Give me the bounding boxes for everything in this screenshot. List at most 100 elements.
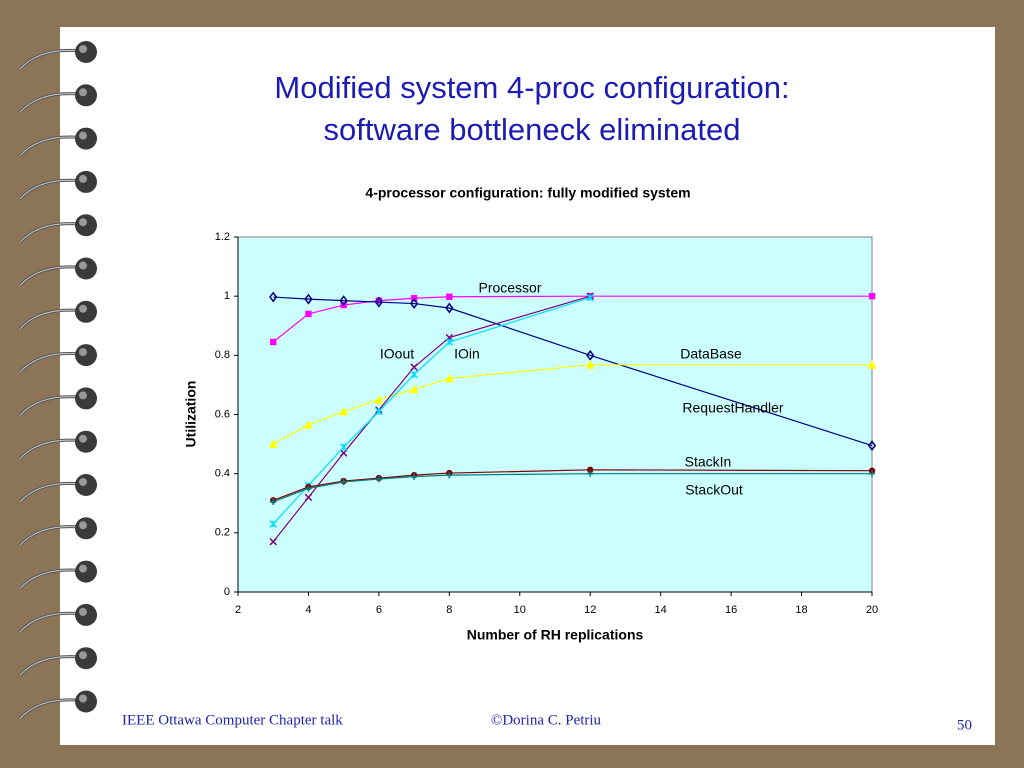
ring-hole: [75, 690, 97, 713]
ring-wire-highlight: [19, 309, 83, 330]
ring-hole-shine: [79, 45, 87, 53]
ring-hole-shine: [79, 478, 87, 486]
ring-wire-highlight: [19, 93, 83, 113]
ring-hole: [75, 647, 97, 670]
x-tick-label: 14: [655, 604, 667, 616]
ring-wire-highlight: [19, 569, 83, 589]
y-tick-label: 0.6: [215, 408, 230, 420]
ring-hole-shine: [79, 218, 87, 227]
point: [444, 373, 454, 383]
point: [867, 440, 877, 452]
ring-wire-highlight: [19, 396, 83, 416]
ring-wire-highlight: [19, 439, 83, 460]
point: [587, 470, 594, 477]
y-tick-label: 1.2: [215, 231, 230, 243]
point: [270, 498, 277, 505]
ring-hole-shine: [79, 564, 87, 573]
y-axis-label: Utilization: [183, 381, 199, 448]
point: [269, 537, 277, 546]
point: [375, 297, 383, 304]
ring-hole: [75, 387, 97, 410]
point: [410, 363, 418, 371]
ring-hole: [75, 127, 97, 150]
series-label: DataBase: [680, 346, 742, 362]
spiral-binding: [18, 41, 97, 720]
point: [304, 493, 313, 502]
ring-hole: [75, 170, 97, 193]
ring-hole: [75, 560, 97, 583]
point: [868, 470, 876, 477]
point: [446, 471, 453, 479]
point: [375, 475, 383, 483]
ring-wire-highlight: [19, 136, 83, 156]
ring-hole: [75, 517, 97, 540]
point: [446, 293, 453, 300]
ring-hole: [75, 257, 97, 280]
point: [410, 370, 418, 379]
slide-title: Modified system 4-proc configuration:: [274, 70, 789, 105]
point: [269, 291, 278, 303]
series-line: [273, 296, 873, 447]
point: [586, 293, 594, 302]
ring-hole-shine: [79, 694, 87, 703]
series-label: Processor: [478, 280, 541, 296]
point: [374, 296, 384, 308]
ring-hole-shine: [79, 348, 87, 357]
point: [339, 295, 348, 307]
y-tick-label: 0: [224, 586, 230, 598]
series-line: [272, 295, 872, 343]
point: [339, 443, 348, 451]
point: [270, 338, 277, 346]
ring-hole: [75, 300, 97, 323]
ring-wire-highlight: [19, 179, 83, 200]
point: [375, 407, 383, 416]
point: [305, 310, 312, 318]
point: [339, 449, 348, 457]
point: [586, 349, 595, 361]
ring-wire-highlight: [19, 223, 83, 243]
ring-hole: [75, 84, 97, 107]
point: [410, 473, 418, 480]
series-label: RequestHandler: [682, 400, 784, 416]
ring-hole: [75, 41, 97, 63]
y-tick-label: 0.2: [215, 527, 230, 539]
series-label: StackOut: [685, 482, 743, 498]
point: [340, 478, 347, 486]
ring-wire-highlight: [19, 482, 83, 503]
series-label: StackIn: [685, 454, 732, 470]
x-tick-label: 8: [446, 604, 452, 616]
page-number: 50: [957, 717, 972, 733]
ring-wire-highlight: [19, 699, 83, 719]
ring-hole: [75, 603, 97, 626]
x-tick-label: 10: [514, 604, 526, 616]
point: [867, 359, 877, 369]
point: [304, 419, 313, 429]
x-tick-label: 20: [866, 604, 878, 616]
ring-hole-shine: [79, 434, 87, 443]
y-tick-label: 1: [224, 290, 230, 302]
ring-hole-shine: [79, 651, 87, 660]
x-tick-label: 6: [376, 604, 382, 616]
ring-hole-shine: [79, 88, 87, 97]
ring-hole: [75, 214, 97, 237]
x-tick-label: 4: [305, 604, 311, 616]
ring-hole-shine: [79, 131, 87, 140]
point: [305, 485, 312, 492]
y-tick-label: 0.4: [215, 468, 230, 480]
ring-wire-highlight: [19, 266, 83, 286]
ring-hole-shine: [79, 607, 87, 616]
ring-wire-highlight: [19, 526, 83, 546]
series-line: [272, 364, 872, 445]
point: [374, 394, 384, 404]
ring-hole-shine: [79, 261, 87, 270]
footer-left: IEEE Ottawa Computer Chapter talk: [122, 712, 343, 728]
ring-wire-highlight: [19, 353, 83, 373]
ring-hole-shine: [79, 521, 87, 530]
point: [269, 520, 277, 528]
point: [445, 338, 454, 346]
series-line: [273, 469, 873, 501]
ring-hole-shine: [79, 174, 87, 183]
ring-hole: [75, 344, 97, 367]
x-axis-label: Number of RH replications: [467, 627, 644, 643]
